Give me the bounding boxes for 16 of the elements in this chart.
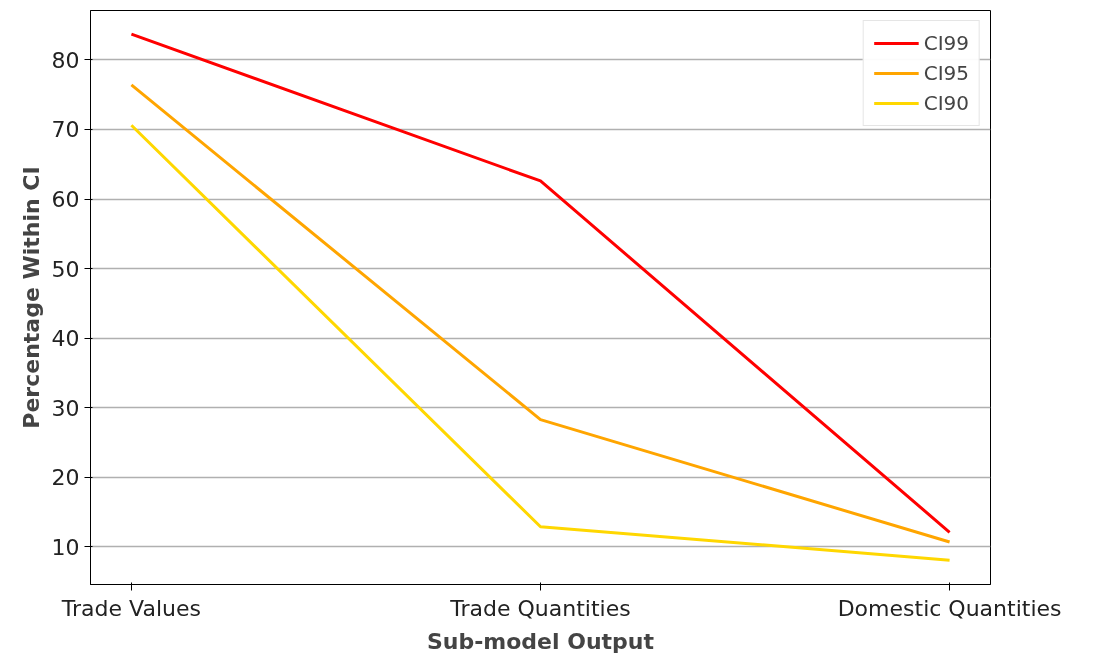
x-axis-title: Sub-model Output <box>426 628 655 654</box>
x-tick-label: Trade Quantities <box>449 595 631 621</box>
y-tick-label: 30 <box>51 395 80 421</box>
y-tick-label: 20 <box>51 465 80 491</box>
y-tick-label: 50 <box>51 256 80 282</box>
y-tick-label: 70 <box>51 117 80 143</box>
legend-label: CI99 <box>923 31 969 55</box>
x-tick-label: Trade Values <box>60 595 201 621</box>
x-tick-label: Domestic Quantities <box>837 595 1062 621</box>
y-tick-label: 80 <box>51 47 80 73</box>
y-tick-label: 40 <box>51 326 80 352</box>
y-tick-label: 60 <box>51 187 80 213</box>
legend-label: CI90 <box>923 91 969 115</box>
legend-label: CI95 <box>923 61 969 85</box>
y-tick-label: 10 <box>51 534 80 560</box>
y-axis-title: Percentage Within CI <box>18 166 44 429</box>
